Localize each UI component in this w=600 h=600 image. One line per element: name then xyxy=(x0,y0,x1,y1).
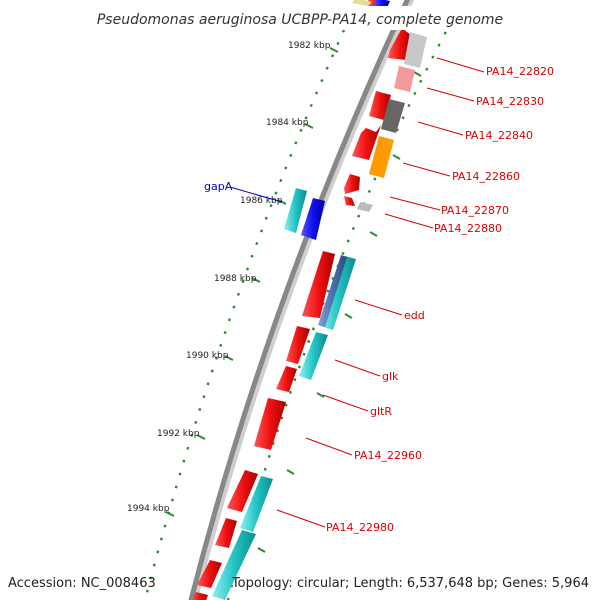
label-leaders xyxy=(229,57,485,528)
kbp-label: 1988 kbp xyxy=(214,274,257,284)
kbp-label: 1986 kbp xyxy=(240,196,283,206)
accession-text: Accession: NC_008463 xyxy=(8,576,156,591)
outer-ring-ticks xyxy=(257,71,422,553)
gene-arrow[interactable] xyxy=(301,198,325,240)
gene-arrow[interactable] xyxy=(299,332,328,380)
gene-arrow[interactable] xyxy=(344,174,360,194)
kbp-label: 1992 kbp xyxy=(157,429,200,439)
gene-label-pa14-22840[interactable]: PA14_22840 xyxy=(465,129,533,142)
gene-label-gapa[interactable]: gapA xyxy=(204,180,233,193)
gene-arrow[interactable] xyxy=(318,255,347,327)
gene-arrow[interactable] xyxy=(227,470,258,512)
gene-arrow[interactable] xyxy=(276,366,297,392)
gene-labels: PA14_22820 PA14_22830 PA14_22840 PA14_22… xyxy=(204,65,554,534)
genome-backbone xyxy=(188,0,411,600)
gene-arrow[interactable] xyxy=(352,125,381,160)
genome-summary-text: Topology: circular; Length: 6,537,648 bp… xyxy=(231,576,589,591)
gene-arrow[interactable] xyxy=(394,66,415,92)
gene-arrow[interactable] xyxy=(215,518,237,548)
kbp-tick xyxy=(251,277,261,283)
gene-arrow[interactable] xyxy=(240,476,273,532)
gene-label-edd[interactable]: edd xyxy=(404,309,425,322)
gene-label-glk[interactable]: glk xyxy=(382,370,399,383)
gene-arrow[interactable] xyxy=(404,32,427,68)
gene-label-pa14-22860[interactable]: PA14_22860 xyxy=(452,170,520,183)
gene-arrow[interactable] xyxy=(357,202,373,212)
reverse-strand-genes xyxy=(212,0,427,600)
gene-label-pa14-22870[interactable]: PA14_22870 xyxy=(441,204,509,217)
gene-arrow[interactable] xyxy=(284,188,307,233)
forward-strand-genes xyxy=(191,0,412,600)
gene-label-pa14-22820[interactable]: PA14_22820 xyxy=(486,65,554,78)
kbp-label: 1994 kbp xyxy=(127,504,170,514)
gene-label-gltr[interactable]: gltR xyxy=(370,405,392,418)
genome-backbone-shadow xyxy=(188,0,415,600)
kbp-label: 1982 kbp xyxy=(288,41,331,51)
gene-label-pa14-22960[interactable]: PA14_22960 xyxy=(354,449,422,462)
kbp-label: 1990 kbp xyxy=(186,351,229,361)
gene-label-pa14-22880[interactable]: PA14_22880 xyxy=(434,222,502,235)
kbp-label: 1984 kbp xyxy=(266,118,309,128)
gene-arrow[interactable] xyxy=(212,530,256,600)
kbp-tick xyxy=(165,511,175,517)
gene-arrow[interactable] xyxy=(302,251,335,318)
kbp-tick xyxy=(329,47,339,53)
gene-arrow[interactable] xyxy=(191,592,208,600)
gene-arrow[interactable] xyxy=(369,136,394,178)
gene-label-pa14-22830[interactable]: PA14_22830 xyxy=(476,95,544,108)
gene-arrow[interactable] xyxy=(388,28,412,60)
kbp-tick xyxy=(304,123,314,129)
gene-arrow[interactable] xyxy=(344,196,355,206)
kbp-tick xyxy=(196,434,206,440)
gene-arrow[interactable] xyxy=(197,560,222,588)
gene-label-pa14-22980[interactable]: PA14_22980 xyxy=(326,521,394,534)
kbp-scale: 1982 kbp 1984 kbp 1986 kbp 1988 kbp 1990… xyxy=(127,41,339,517)
title-backdrop xyxy=(94,6,506,30)
gene-arrow[interactable] xyxy=(286,326,310,364)
inner-tick-ring xyxy=(143,29,346,600)
map-title: Pseudomonas aeruginosa UCBPP-PA14, compl… xyxy=(97,12,503,28)
gene-arrow[interactable] xyxy=(254,398,286,450)
kbp-tick xyxy=(224,355,234,361)
gene-arrow[interactable] xyxy=(352,0,372,6)
gene-arrow[interactable] xyxy=(381,99,405,133)
